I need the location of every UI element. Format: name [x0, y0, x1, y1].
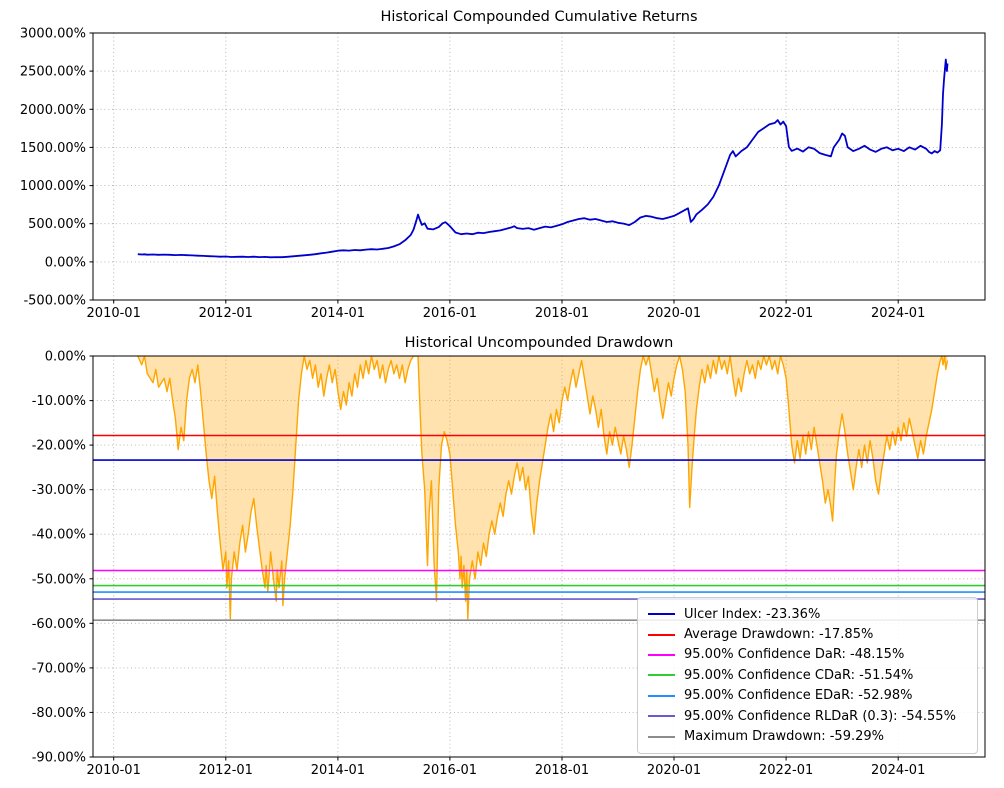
y-tick-label: -80.00% [32, 706, 86, 721]
x-tick-label: 2022-01 [759, 763, 813, 778]
legend-label: 95.00% Confidence DaR: -48.15% [684, 647, 905, 663]
legend-line-swatch [648, 715, 675, 718]
legend-line-swatch [648, 633, 675, 636]
y-tick-label: 2000.00% [20, 103, 86, 118]
cumulative-returns-plot: 2010-01 2012-01 2014-01 2016-01 2018-01 2020-… [20, 9, 986, 321]
cumulative-returns-chart: 2010-01 2012-01 2014-01 2016-01 2018-01 2020-… [0, 0, 1004, 332]
plot-border [92, 355, 986, 758]
legend-label: Ulcer Index: -23.36% [684, 606, 821, 622]
legend-item-4: 95.00% Confidence EDaR: -52.98% [648, 686, 967, 706]
x-tick-label: 2024-01 [871, 306, 925, 321]
y-tick-label: 0.00% [45, 255, 86, 270]
x-tick-label: 2016-01 [423, 306, 477, 321]
legend-item-1: Average Drawdown: -17.85% [648, 624, 967, 644]
x-tick-label: 2022-01 [759, 306, 813, 321]
drawdown-plot: 2010-01 2012-01 2014-01 2016-01 2018-01 2020-… [32, 335, 986, 778]
legend-label: 95.00% Confidence CDaR: -51.54% [684, 667, 914, 683]
y-tick-label: -10.00% [32, 394, 86, 409]
legend-label: Maximum Drawdown: -59.29% [684, 729, 884, 745]
x-tick-label: 2018-01 [535, 763, 589, 778]
legend-item-3: 95.00% Confidence CDaR: -51.54% [648, 665, 967, 685]
legend-line-swatch [648, 613, 675, 616]
y-tick-label: -500.00% [23, 294, 86, 309]
x-tick-label: 2024-01 [871, 763, 925, 778]
legend-line-swatch [648, 653, 675, 656]
x-tick-label: 2016-01 [423, 763, 477, 778]
y-tick-label: 3000.00% [20, 27, 86, 42]
x-tick-label: 2010-01 [87, 306, 141, 321]
y-tick-label: -30.00% [32, 483, 86, 498]
y-tick-label: -60.00% [32, 617, 86, 632]
x-tick-label: 2014-01 [311, 763, 365, 778]
legend-line-swatch [648, 735, 675, 738]
legend-item-2: 95.00% Confidence DaR: -48.15% [648, 645, 967, 665]
legend-line-swatch [648, 694, 675, 697]
legend-item-0: Ulcer Index: -23.36% [648, 604, 967, 624]
x-tick-label: 2014-01 [311, 306, 365, 321]
series-line-returns [137, 58, 949, 259]
y-tick-label: 2500.00% [20, 65, 86, 80]
legend-label: 95.00% Confidence EDaR: -52.98% [684, 688, 913, 704]
y-tick-label: -50.00% [32, 572, 86, 587]
drawdown-chart: 2010-01 2012-01 2014-01 2016-01 2018-01 2020-… [0, 332, 1004, 788]
x-tick-label: 2020-01 [647, 763, 701, 778]
drawdown-legend: Ulcer Index: -23.36% Average Drawdown: -1… [637, 597, 978, 754]
series-fill-drawdown [137, 356, 948, 619]
y-tick-label: -90.00% [32, 751, 86, 766]
y-tick-label: 0.00% [45, 350, 86, 365]
y-tick-label: -40.00% [32, 528, 86, 543]
legend-label: 95.00% Confidence RLDaR (0.3): -54.55% [684, 708, 956, 724]
legend-label: Average Drawdown: -17.85% [684, 627, 874, 643]
legend-item-6: Maximum Drawdown: -59.29% [648, 726, 967, 746]
y-tick-label: -70.00% [32, 661, 86, 676]
x-tick-label: 2012-01 [199, 763, 253, 778]
x-tick-label: 2012-01 [199, 306, 253, 321]
x-tick-label: 2010-01 [87, 763, 141, 778]
chart-title: Historical Compounded Cumulative Returns [380, 9, 697, 25]
legend-line-swatch [648, 674, 675, 677]
x-tick-label: 2020-01 [647, 306, 701, 321]
chart-title: Historical Uncompounded Drawdown [405, 335, 674, 351]
y-tick-label: 500.00% [28, 217, 86, 232]
y-tick-label: 1000.00% [20, 179, 86, 194]
x-tick-label: 2018-01 [535, 306, 589, 321]
y-tick-label: 1500.00% [20, 141, 86, 156]
y-tick-label: -20.00% [32, 439, 86, 454]
legend-item-5: 95.00% Confidence RLDaR (0.3): -54.55% [648, 706, 967, 726]
plot-border [92, 32, 986, 301]
